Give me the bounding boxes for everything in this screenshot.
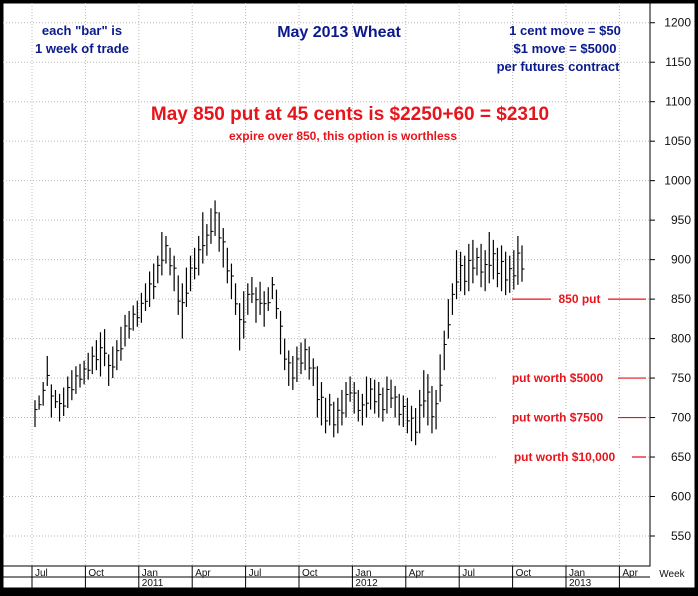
chart-title: May 2013 Wheat <box>277 24 401 41</box>
y-tick-label: 800 <box>671 332 691 346</box>
x-tick-label: Oct <box>516 568 532 579</box>
annotation-contract-2: $1 move = $5000 <box>514 41 617 56</box>
y-tick-label: 600 <box>671 490 691 504</box>
y-tick-label: 1050 <box>664 134 691 148</box>
y-tick-label: 850 <box>671 292 691 306</box>
x-tick-label: Jan <box>142 568 158 579</box>
x-year-label: 2012 <box>355 578 378 589</box>
reference-label-backdrop <box>497 371 618 385</box>
reference-label: put worth $5000 <box>512 371 604 385</box>
y-tick-label: 650 <box>671 450 691 464</box>
reference-label-backdrop <box>551 292 608 306</box>
annotation-put-price: May 850 put at 45 cents is $2250+60 = $2… <box>151 104 549 125</box>
plot-area <box>2 2 651 567</box>
annotation-bar-note-2: 1 week of trade <box>35 41 129 56</box>
reference-label: put worth $7500 <box>512 411 604 425</box>
y-tick-label: 1100 <box>665 95 691 109</box>
y-tick-label: 1150 <box>665 55 691 69</box>
x-tick-label: Oct <box>302 568 318 579</box>
x-year-label: 2011 <box>142 578 164 589</box>
x-axis: Jul Oct Jan Apr Jul Oct Jan Apr Jul Oct Jan Apr 2011… <box>3 566 650 589</box>
annotation-bar-note-1: each "bar" is <box>42 23 122 38</box>
annotation-contract-1: 1 cent move = $50 <box>509 23 621 38</box>
y-tick-label: 950 <box>671 213 691 227</box>
x-tick-label: Jan <box>569 568 585 579</box>
y-axis: 550 600 650 700 750 800 850 900 950 1000 1050 1100 1… <box>650 16 691 543</box>
y-tick-label: 750 <box>671 371 691 385</box>
x-tick-label: Apr <box>195 568 211 579</box>
x-tick-label: Jul <box>249 568 262 579</box>
x-unit-label: Week <box>659 569 685 580</box>
x-year-label: 2013 <box>569 578 592 589</box>
y-tick-label: 1000 <box>664 174 691 188</box>
reference-lines: 850 put put worth $5000 put worth $7500 put… <box>497 292 646 464</box>
reference-label: put worth $10,000 <box>514 450 616 464</box>
reference-label-backdrop <box>497 410 618 424</box>
y-tick-label: 700 <box>671 411 691 425</box>
x-tick-label: Apr <box>622 568 638 579</box>
x-tick-label: Apr <box>409 568 425 579</box>
reference-label: 850 put <box>558 292 600 306</box>
annotation-expire: expire over 850, this option is worthles… <box>229 129 457 143</box>
y-tick-label: 550 <box>671 529 691 543</box>
x-tick-label: Oct <box>88 568 104 579</box>
x-tick-label: Jan <box>355 568 371 579</box>
price-bars <box>34 200 525 446</box>
x-tick-label: Jul <box>35 568 48 579</box>
reference-label-backdrop <box>497 450 632 464</box>
grid-layer <box>3 3 650 566</box>
y-tick-label: 900 <box>671 253 691 267</box>
y-tick-label: 1200 <box>664 16 691 30</box>
annotation-contract-3: per futures contract <box>497 59 620 74</box>
x-tick-label: Jul <box>462 568 475 579</box>
